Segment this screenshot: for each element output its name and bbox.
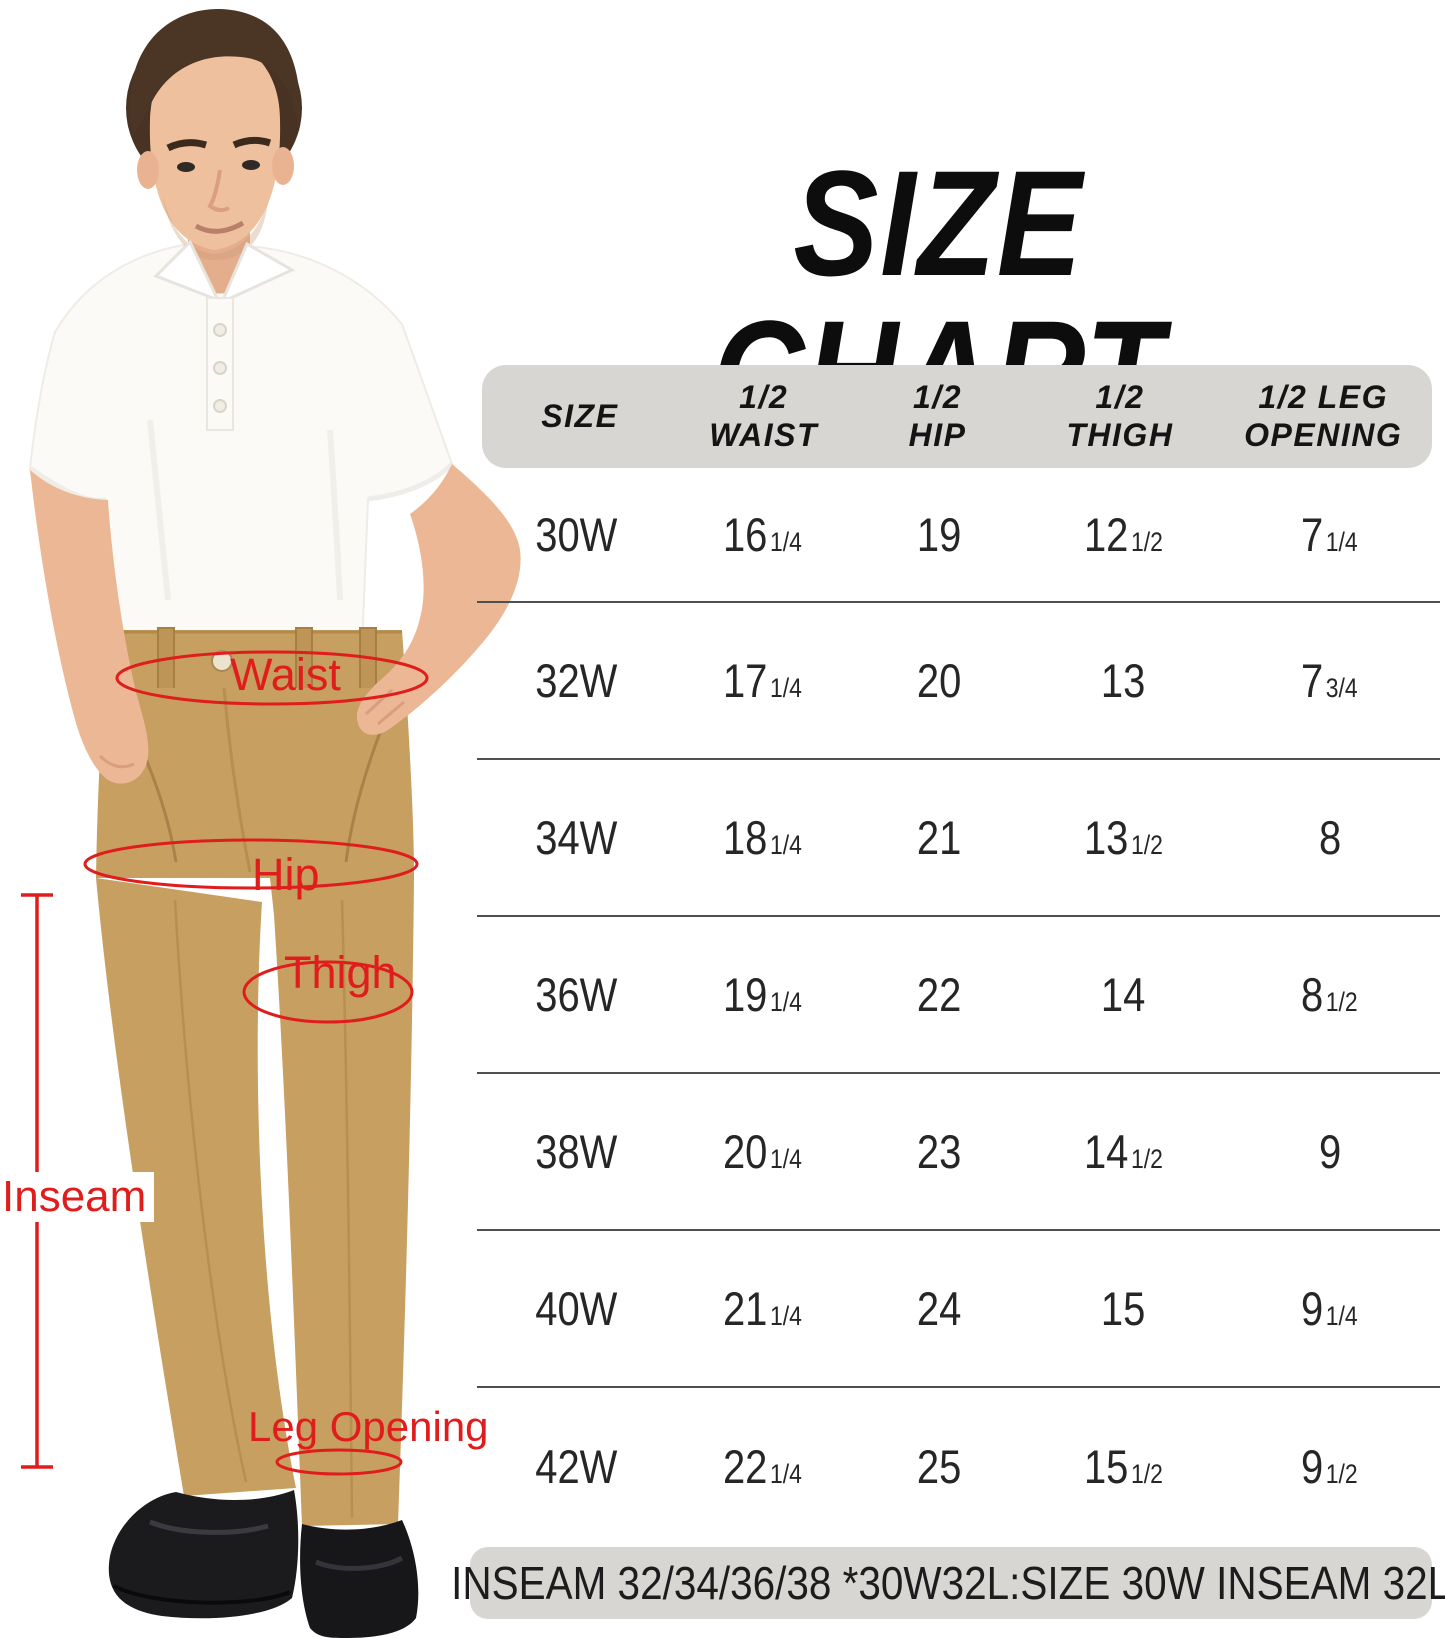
value-cell: 22 (916, 968, 961, 1021)
value-cell: 19 (916, 508, 961, 561)
hip-ellipse (83, 838, 419, 890)
value-cell: 24 (916, 1282, 961, 1335)
table-row: 34W 181/4 21 131/2 8 (477, 760, 1440, 917)
value-cell: 151/2 (1084, 1440, 1164, 1493)
model-photo (21, 8, 521, 1638)
value-cell: 141/2 (1084, 1125, 1164, 1178)
table-row: 40W 211/4 24 15 91/4 (477, 1231, 1440, 1388)
header-line: 1/2 (739, 378, 789, 415)
waist-ellipse (115, 650, 429, 706)
value-cell: 23 (916, 1125, 961, 1178)
leg-opening-ellipse (275, 1448, 403, 1476)
column-header-half-waist: 1/2 WAIST (678, 365, 850, 468)
size-cell: 40W (535, 1282, 618, 1335)
size-cell: 30W (535, 508, 618, 561)
column-header-half-hip: 1/2 HIP (850, 365, 1026, 468)
column-header-size: SIZE (482, 365, 678, 468)
thigh-label: Thigh (284, 947, 397, 998)
value-cell: 71/4 (1301, 508, 1359, 561)
header-line: 1/2 LEG (1258, 378, 1389, 415)
column-header-half-thigh: 1/2 THIGH (1025, 365, 1214, 468)
value-cell: 9 (1318, 1125, 1341, 1178)
waist-button (211, 650, 233, 672)
value-cell: 25 (916, 1440, 961, 1493)
column-header-half-leg-opening: 1/2 LEG OPENING (1214, 365, 1432, 468)
size-cell: 36W (535, 968, 618, 1021)
value-cell: 8 (1318, 811, 1341, 864)
hair-front (129, 8, 301, 138)
khaki-pants (96, 627, 414, 1526)
face (149, 40, 281, 250)
value-cell: 191/4 (723, 968, 802, 1021)
size-cell: 38W (535, 1125, 618, 1178)
value-cell: 81/2 (1301, 968, 1359, 1021)
leg-opening-label: Leg Opening (248, 1403, 489, 1450)
table-row: 38W 201/4 23 141/2 9 (477, 1074, 1440, 1231)
header-line: OPENING (1244, 416, 1403, 453)
table-row: 36W 191/4 22 14 81/2 (477, 917, 1440, 1074)
table-header: SIZE 1/2 WAIST 1/2 HIP 1/2 THIGH 1/2 LEG… (482, 365, 1432, 468)
waist-label: Waist (230, 649, 341, 700)
right-shoe (300, 1520, 419, 1638)
value-cell: 73/4 (1301, 654, 1359, 707)
right-eye (242, 160, 260, 170)
left-arm (356, 464, 521, 735)
header-line: 1/2 (1095, 378, 1145, 415)
value-cell: 13 (1101, 654, 1146, 707)
left-eye (177, 162, 195, 172)
header-line: 1/2 (913, 378, 962, 415)
collar (153, 239, 222, 303)
value-cell: 211/4 (723, 1282, 802, 1335)
value-cell: 21 (916, 811, 961, 864)
table-row: 32W 171/4 20 13 73/4 (477, 603, 1440, 760)
value-cell: 15 (1101, 1282, 1146, 1335)
inseam-label: Inseam (0, 1172, 155, 1222)
value-cell: 221/4 (723, 1440, 802, 1493)
value-cell: 131/2 (1084, 811, 1164, 864)
header-line: WAIST (709, 416, 819, 453)
table-row: 42W 221/4 25 151/2 91/2 (477, 1388, 1440, 1545)
value-cell: 171/4 (723, 654, 802, 707)
header-line: HIP (908, 416, 967, 453)
value-cell: 121/2 (1084, 508, 1164, 561)
table-body: 30W 161/4 19 121/2 71/4 32W 171/4 20 13 73/4 34W 18… (477, 468, 1440, 1545)
size-cell: 32W (535, 654, 618, 707)
value-cell: 201/4 (723, 1125, 802, 1178)
value-cell: 91/2 (1301, 1440, 1359, 1493)
size-cell: 34W (535, 811, 618, 864)
thigh-ellipse (242, 960, 414, 1024)
hip-label: Hip (252, 849, 320, 900)
value-cell: 14 (1101, 968, 1146, 1021)
model-figure: Waist Hip Thigh Inseam Leg Opening (0, 0, 560, 1638)
value-cell: 161/4 (723, 508, 802, 561)
value-cell: 20 (916, 654, 961, 707)
right-arm (30, 470, 149, 784)
footnote-band: INSEAM 32/34/36/38 *30W32L:SIZE 30W INSE… (452, 1547, 1445, 1619)
header-line: THIGH (1066, 416, 1174, 453)
footnote-text: INSEAM 32/34/36/38 *30W32L:SIZE 30W INSE… (451, 1557, 1445, 1609)
value-cell: 91/4 (1301, 1282, 1359, 1335)
size-cell: 42W (535, 1440, 618, 1493)
value-cell: 181/4 (723, 811, 802, 864)
table-row: 30W 161/4 19 121/2 71/4 (477, 468, 1440, 603)
header-line: SIZE (541, 397, 619, 434)
